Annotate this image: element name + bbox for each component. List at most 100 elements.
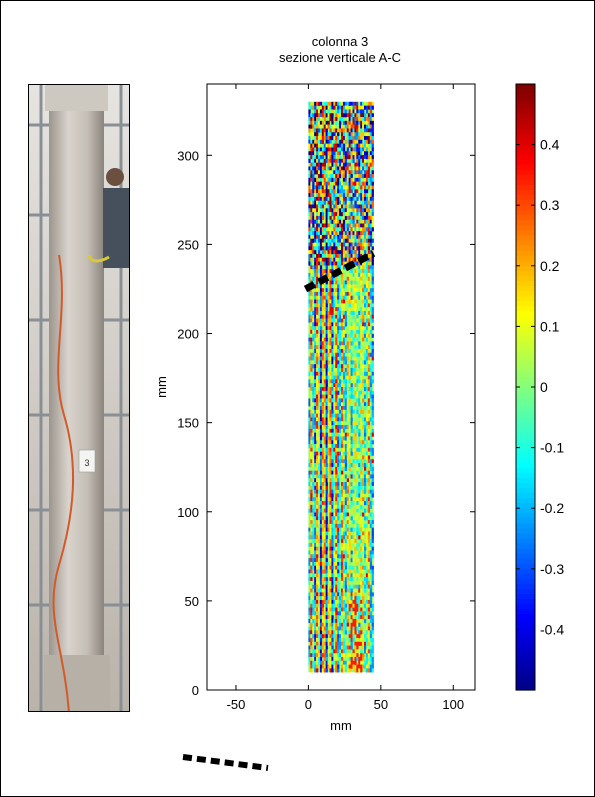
heatmap-cell (344, 394, 348, 399)
heatmap-cell (333, 406, 336, 411)
heatmap-cell (316, 508, 319, 513)
heatmap-cell (312, 599, 315, 605)
heatmap-cell (365, 535, 369, 540)
heatmap-cell (321, 120, 325, 125)
heatmap-cell (329, 630, 332, 635)
heatmap-cell (371, 466, 374, 471)
heatmap-cell (335, 569, 338, 574)
heatmap-cell (308, 280, 311, 285)
heatmap-cell (325, 645, 328, 650)
heatmap-cell (314, 371, 317, 376)
heatmap-cell (325, 539, 328, 544)
heatmap-cell (331, 143, 334, 148)
heatmap-cell (316, 333, 319, 338)
heatmap-cell (371, 607, 374, 612)
heatmap-cell (314, 596, 317, 601)
heatmap-cell (310, 440, 313, 445)
heatmap-cell (344, 185, 348, 190)
heatmap-cell (314, 132, 317, 137)
heatmap-cell (308, 398, 311, 403)
heatmap-cell (337, 280, 340, 285)
heatmap-cell (352, 326, 355, 331)
heatmap-cell (319, 478, 323, 483)
colorbar-segment (516, 412, 535, 418)
heatmap-cell (352, 177, 355, 182)
heatmap-cell (308, 223, 311, 228)
heatmap-cell (331, 474, 334, 479)
heatmap-cell (319, 504, 323, 509)
heatmap-cell (329, 531, 332, 536)
heatmap-cell (346, 223, 349, 228)
heatmap-cell (341, 367, 344, 373)
heatmap-cell (341, 174, 344, 179)
heatmap-cell (339, 246, 342, 251)
heatmap-cell (346, 299, 349, 304)
heatmap-cell (344, 356, 348, 361)
heatmap-cell (327, 314, 330, 319)
heatmap-cell (364, 113, 367, 118)
heatmap-cell (358, 588, 361, 593)
heatmap-cell (341, 364, 344, 369)
heatmap-cell (333, 276, 336, 281)
heatmap-cell (356, 288, 359, 293)
heatmap-cell (308, 189, 311, 194)
heatmap-cell (339, 326, 342, 331)
heatmap-cell (341, 523, 344, 528)
heatmap-cell (339, 656, 342, 662)
heatmap-cell (316, 295, 319, 300)
heatmap-cell (335, 406, 338, 411)
heatmap-cell (360, 307, 363, 312)
heatmap-cell (314, 577, 317, 582)
heatmap-cell (337, 531, 340, 536)
heatmap-cell (360, 364, 363, 369)
heatmap-cell (367, 387, 371, 392)
heatmap-cell (358, 664, 361, 669)
heatmap-cell (329, 463, 332, 468)
heatmap-cell (360, 265, 363, 270)
heatmap-cell (310, 413, 313, 418)
heatmap-cell (312, 573, 315, 578)
colorbar-segment (516, 397, 535, 403)
heatmap-cell (310, 223, 313, 228)
heatmap-cell (321, 269, 325, 274)
heatmap-cell (325, 299, 328, 304)
heatmap-cell (356, 523, 359, 528)
heatmap-cell (321, 208, 325, 213)
heatmap-cell (354, 618, 357, 624)
heatmap-cell (369, 196, 372, 201)
heatmap-cell (365, 265, 369, 270)
heatmap-cell (308, 234, 311, 240)
heatmap-cell (360, 603, 363, 608)
heatmap-cell (365, 542, 369, 547)
heatmap-cell (350, 166, 353, 171)
heatmap-cell (367, 227, 371, 232)
heatmap-cell (331, 577, 334, 582)
heatmap-cell (316, 151, 319, 156)
heatmap-cell (350, 189, 353, 194)
heatmap-cell (314, 261, 317, 266)
heatmap-cell (335, 493, 338, 498)
heatmap-cell (354, 314, 357, 319)
heatmap-cell (327, 185, 330, 190)
heatmap-cell (308, 371, 311, 376)
heatmap-cell (337, 463, 340, 468)
heatmap-cell (335, 478, 338, 483)
heatmap-cell (314, 630, 317, 635)
heatmap-cell (341, 345, 344, 350)
heatmap-cell (365, 272, 369, 278)
heatmap-cell (354, 284, 357, 289)
heatmap-cell (331, 527, 334, 532)
colorbar-segment (516, 442, 535, 449)
heatmap-cell (325, 174, 328, 179)
heatmap-cell (367, 337, 371, 342)
heatmap-cell (348, 577, 351, 582)
heatmap-cell (335, 622, 338, 627)
heatmap-cell (329, 379, 332, 384)
heatmap-cell (362, 565, 365, 570)
heatmap-cell (335, 653, 338, 658)
heatmap-cell (333, 463, 336, 468)
heatmap-cell (327, 295, 330, 300)
colorbar-segment (516, 674, 535, 681)
heatmap-cell (350, 151, 353, 156)
heatmap-cell (346, 253, 349, 259)
